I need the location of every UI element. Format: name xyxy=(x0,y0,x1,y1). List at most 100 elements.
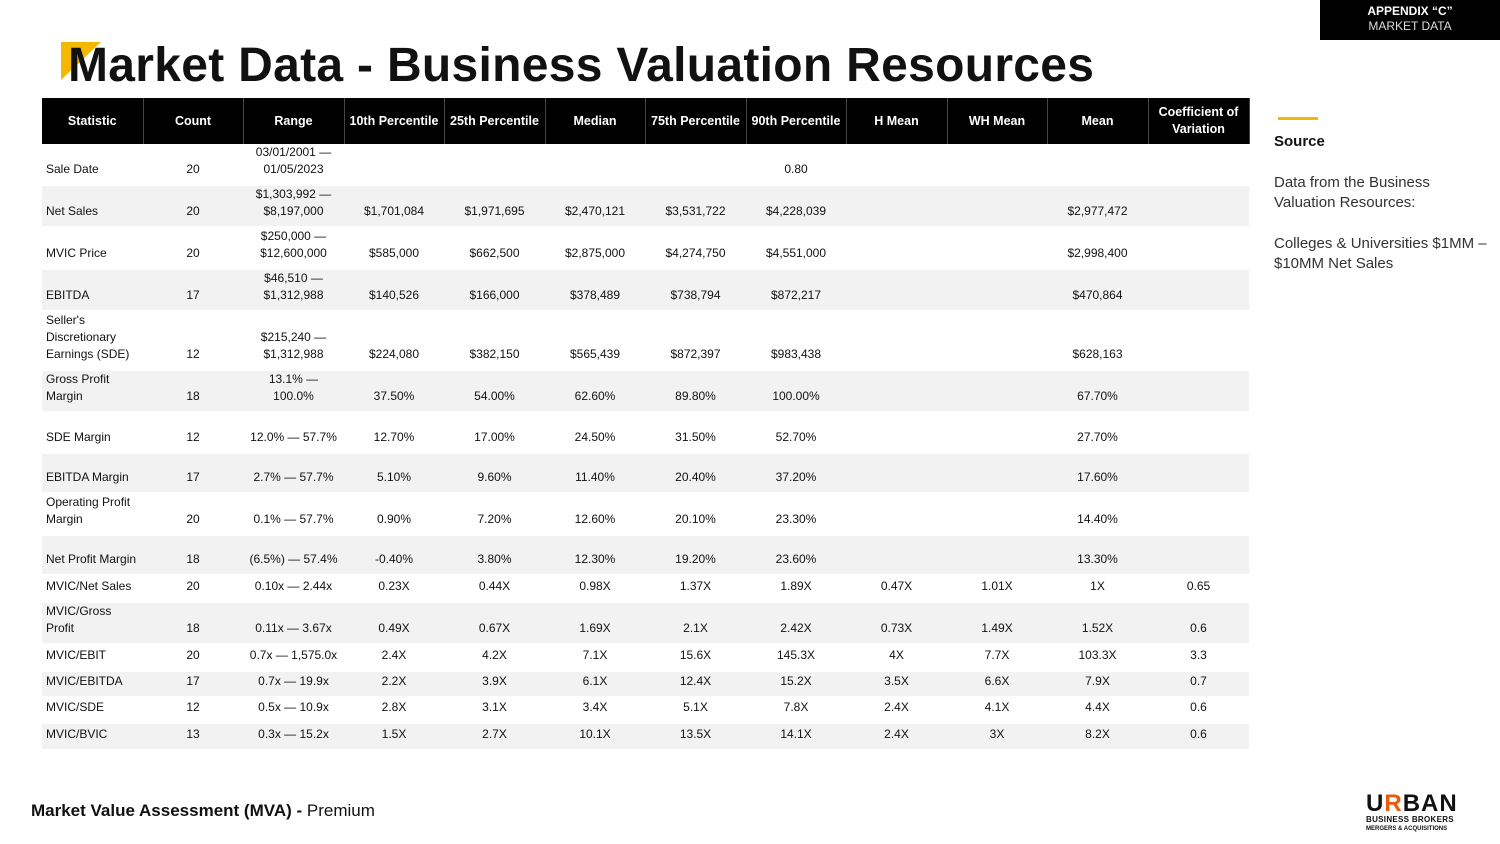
table-cell: 5.1X xyxy=(645,697,746,724)
statistic-name: MVIC/Net Sales xyxy=(42,575,143,603)
table-cell: $4,274,750 xyxy=(645,227,746,270)
table-cell: 14.40% xyxy=(1047,493,1148,536)
statistic-name: Sale Date xyxy=(42,144,143,186)
source-heading: Source xyxy=(1274,133,1325,150)
table-cell: $2,470,121 xyxy=(545,185,645,228)
table-row: SDE Margin 12 12.0% — 57.7% 12.70% 17.00% 24.… xyxy=(42,412,1249,454)
table-cell: 24.50% xyxy=(545,412,645,454)
table-row: MVIC/EBIT 20 0.7x — 1,575.0x 2.4X 4.2X 7.1X 15… xyxy=(42,644,1249,672)
statistic-name: Net Sales xyxy=(42,185,143,228)
table-cell: 5.10% xyxy=(344,453,444,494)
table-cell: 100.00% xyxy=(746,370,846,413)
table-cell: 2.4X xyxy=(846,697,947,724)
source-criteria: Colleges & Universities $1MM – $10MM Net… xyxy=(1274,235,1487,272)
footer-label: Market Value Assessment (MVA) - Premium xyxy=(31,801,375,821)
table-cell: $1,971,695 xyxy=(444,185,545,228)
table-cell: 0.67X xyxy=(444,602,545,645)
table-cell: $872,217 xyxy=(746,269,846,312)
table-cell: 19.20% xyxy=(645,535,746,576)
table-cell: 12.4X xyxy=(645,671,746,698)
table-cell: $250,000 — $12,600,000 xyxy=(243,227,344,270)
table-cell: 7.20% xyxy=(444,493,545,536)
table-cell: 2.4X xyxy=(344,644,444,672)
table-cell: 13.30% xyxy=(1047,535,1148,576)
table-cell: 1.37X xyxy=(645,575,746,603)
table-cell: $2,875,000 xyxy=(545,227,645,270)
table-cell: 37.20% xyxy=(746,453,846,494)
page-title: Market Data - Business Valuation Resourc… xyxy=(68,39,1095,92)
table-cell: 15.6X xyxy=(645,644,746,672)
statistic-name: SDE Margin xyxy=(42,412,143,454)
table-cell xyxy=(947,269,1047,312)
table-cell: 18 xyxy=(143,535,243,576)
table-cell xyxy=(444,144,545,186)
table-cell: 15.2X xyxy=(746,671,846,698)
corner-accent-icon xyxy=(61,42,101,80)
table-cell: 0.49X xyxy=(344,602,444,645)
table-cell: 145.3X xyxy=(746,644,846,672)
table-cell xyxy=(344,144,444,186)
table-cell: $140,526 xyxy=(344,269,444,312)
table-cell xyxy=(1148,453,1249,494)
statistic-name: MVIC/SDE xyxy=(42,697,143,724)
table-cell xyxy=(1148,144,1249,186)
table-cell: $738,794 xyxy=(645,269,746,312)
table-cell: 20 xyxy=(143,644,243,672)
table-cell: 0.3x — 15.2x xyxy=(243,723,344,751)
statistic-name: MVIC/BVIC xyxy=(42,723,143,751)
company-logo: URBAN BUSINESS BROKERS MERGERS & ACQUISI… xyxy=(1366,790,1476,833)
table-cell: $2,998,400 xyxy=(1047,227,1148,270)
table-cell xyxy=(1047,144,1148,186)
table-cell: 12 xyxy=(143,311,243,371)
statistic-name: Net Profit Margin xyxy=(42,535,143,576)
table-cell: 12.0% — 57.7% xyxy=(243,412,344,454)
table-cell: 23.30% xyxy=(746,493,846,536)
table-cell: $166,000 xyxy=(444,269,545,312)
table-row: MVIC/Net Sales 20 0.10x — 2.44x 0.23X 0.44X 0… xyxy=(42,575,1249,603)
statistic-name: MVIC/Gross Profit xyxy=(42,602,143,645)
table-cell: $4,551,000 xyxy=(746,227,846,270)
table-cell: 0.6 xyxy=(1148,602,1249,645)
table-cell: 54.00% xyxy=(444,370,545,413)
table-cell xyxy=(846,185,947,228)
table-cell: 3.4X xyxy=(545,697,645,724)
table-cell: 7.9X xyxy=(1047,671,1148,698)
table-cell: 0.1% — 57.7% xyxy=(243,493,344,536)
table-cell: 4.2X xyxy=(444,644,545,672)
table-cell: 2.2X xyxy=(344,671,444,698)
table-cell: 2.7% — 57.7% xyxy=(243,453,344,494)
table-cell xyxy=(645,144,746,186)
column-header: Mean xyxy=(1047,98,1149,144)
table-cell: $215,240 — $1,312,988 xyxy=(243,311,344,371)
table-cell: 4.1X xyxy=(947,697,1047,724)
table-cell: $224,080 xyxy=(344,311,444,371)
logo-r: R xyxy=(1384,790,1403,817)
table-cell xyxy=(947,493,1047,536)
table-cell: 12.60% xyxy=(545,493,645,536)
table-cell: 2.7X xyxy=(444,723,545,751)
column-header: H Mean xyxy=(846,98,948,144)
table-cell xyxy=(846,412,947,454)
table-cell xyxy=(846,370,947,413)
table-cell xyxy=(947,453,1047,494)
table-cell: 89.80% xyxy=(645,370,746,413)
table-cell: 0.90% xyxy=(344,493,444,536)
table-cell: 0.6 xyxy=(1148,723,1249,751)
table-cell: 1.5X xyxy=(344,723,444,751)
table-cell: $1,701,084 xyxy=(344,185,444,228)
table-cell: $2,977,472 xyxy=(1047,185,1148,228)
table-cell xyxy=(947,144,1047,186)
table-cell xyxy=(1148,412,1249,454)
column-header: Coefficient of Variation xyxy=(1148,98,1250,144)
table-row: Net Profit Margin 18 (6.5%) — 57.4% -0.40% 3… xyxy=(42,535,1249,576)
table-cell: 0.23X xyxy=(344,575,444,603)
table-cell: 17 xyxy=(143,269,243,312)
table-cell xyxy=(1148,535,1249,576)
market-data-table: Statistic Count Range 10th Percentile 25th P… xyxy=(42,98,1250,751)
table-cell: $872,397 xyxy=(645,311,746,371)
table-cell: 20.10% xyxy=(645,493,746,536)
table-cell: 0.98X xyxy=(545,575,645,603)
table-cell xyxy=(1148,493,1249,536)
table-cell: $378,489 xyxy=(545,269,645,312)
table-cell: 0.65 xyxy=(1148,575,1249,603)
